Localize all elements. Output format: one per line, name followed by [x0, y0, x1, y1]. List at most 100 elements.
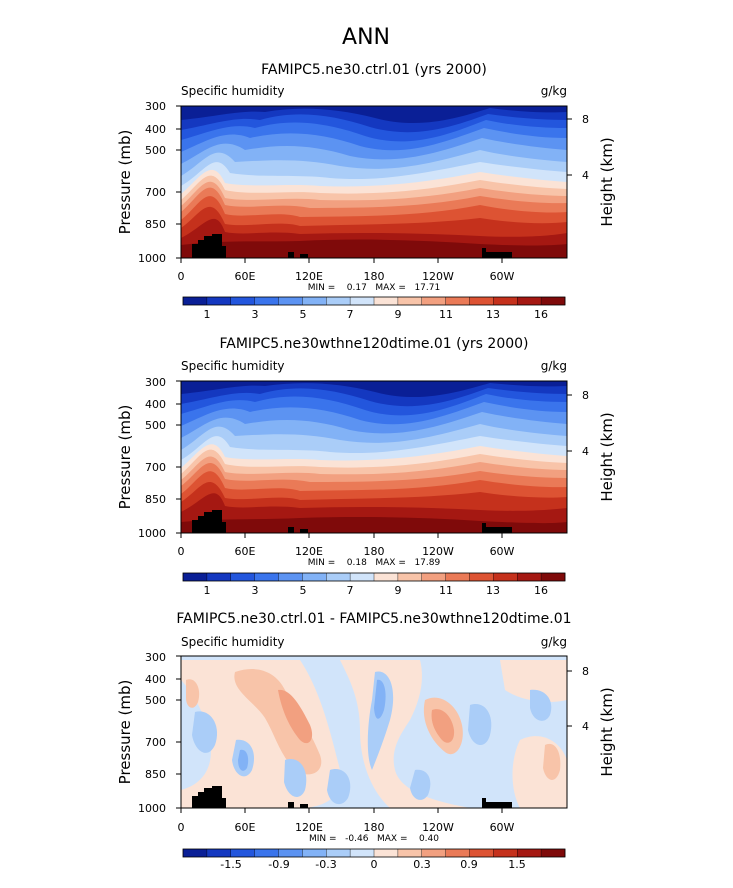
colorbar-label: 16	[534, 584, 548, 597]
colorbar-swatch	[326, 297, 351, 305]
colorbar-swatch	[278, 573, 303, 581]
colorbar-swatch	[493, 297, 518, 305]
x-tick-label: 0	[178, 821, 185, 834]
colorbar-swatch	[302, 297, 327, 305]
panel-3-negative-anomaly	[367, 671, 394, 770]
colorbar-swatch	[350, 849, 375, 857]
panel-3-colorbar	[182, 848, 566, 858]
panel-3-positive-anomaly	[278, 689, 313, 744]
colorbar-frame	[182, 296, 566, 306]
colorbar-label: 7	[347, 308, 354, 321]
panel-2-terrain	[192, 510, 512, 533]
panel-2-stats: MIN = 0.18 MAX = 17.89	[308, 558, 441, 568]
y2-tick-label: 8	[582, 113, 589, 126]
x-tick-label: 120W	[422, 821, 454, 834]
x-tick-label: 180	[364, 545, 385, 558]
colorbar-label: 16	[534, 308, 548, 321]
panel-1-colorbar	[182, 296, 566, 306]
panel-1-colorbar-labels: 1 3 5 7 9 11 13 16	[204, 308, 549, 321]
colorbar-label: 0.3	[413, 858, 431, 871]
colorbar-swatch	[421, 297, 446, 305]
colorbar-swatch	[397, 849, 423, 857]
colorbar-swatch	[445, 573, 470, 581]
y2-axis-label: Height (km)	[598, 412, 616, 501]
colorbar-swatch	[206, 297, 232, 305]
colorbar-swatch	[183, 573, 208, 581]
panel-3-positive-anomaly	[234, 669, 322, 775]
y-tick-label: 400	[145, 673, 166, 686]
y-tick-label: 300	[145, 376, 166, 389]
y2-axis-label: Height (km)	[598, 137, 616, 226]
panel-3-negative-anomaly	[410, 769, 431, 800]
panel-2: FAMIPC5.ne30wthne120dtime.01 (yrs 2000) …	[116, 336, 616, 597]
panel-2-band	[181, 381, 567, 398]
panel-3-title: FAMIPC5.ne30.ctrl.01 - FAMIPC5.ne30wthne…	[176, 611, 571, 627]
panel-3-positive-anomaly	[186, 679, 200, 708]
x-tick-label: 120E	[295, 270, 323, 283]
colorbar-label: 0	[371, 858, 378, 871]
colorbar-swatch	[206, 849, 232, 857]
panel-2-colorbar-labels: 1 3 5 7 9 11 13 16	[204, 584, 549, 597]
x-tick-label: 0	[178, 545, 185, 558]
x-tick-label: 60E	[235, 821, 256, 834]
colorbar-swatch	[254, 573, 279, 581]
panel-1-x-axis: 0 60E 120E 180 120W 60W	[178, 258, 515, 283]
colorbar-swatch	[541, 849, 566, 857]
y-tick-label: 850	[145, 768, 166, 781]
colorbar-label: 1.5	[508, 858, 526, 871]
panel-1-stats: MIN = 0.17 MAX = 17.71	[308, 283, 440, 293]
colorbar-swatch	[206, 573, 232, 581]
y-tick-label: 850	[145, 493, 166, 506]
x-tick-label: 120E	[295, 821, 323, 834]
colorbar-label: 11	[439, 308, 453, 321]
panel-1-title: FAMIPC5.ne30.ctrl.01 (yrs 2000)	[261, 62, 487, 78]
y-tick-label: 700	[145, 461, 166, 474]
colorbar-swatch	[374, 849, 399, 857]
colorbar-swatch	[421, 573, 446, 581]
panel-2-y-axis: 300 400 500 700 850 1000 Pressure (mb)	[116, 376, 181, 540]
colorbar-label: 13	[486, 308, 500, 321]
colorbar-swatch	[350, 297, 375, 305]
y2-tick-label: 8	[582, 665, 589, 678]
colorbar-swatch	[374, 297, 399, 305]
colorbar-swatch	[469, 297, 494, 305]
y-tick-label: 700	[145, 186, 166, 199]
panel-3-x-axis: 0 60E 120E 180 120W 60W	[178, 808, 515, 834]
colorbar-label: 9	[395, 308, 402, 321]
colorbar-swatch	[278, 297, 303, 305]
panel-3-negative-anomaly	[327, 769, 351, 805]
colorbar-label: 3	[252, 584, 259, 597]
panel-3-positive-anomaly	[431, 709, 455, 743]
colorbar-label: 9	[395, 584, 402, 597]
y-tick-label: 500	[145, 694, 166, 707]
colorbar-swatch	[397, 297, 423, 305]
y-tick-label: 500	[145, 144, 166, 157]
panel-3-positive-anomaly	[543, 743, 561, 780]
colorbar-label: 0.9	[460, 858, 478, 871]
x-tick-label: 180	[364, 821, 385, 834]
y2-tick-label: 4	[582, 720, 589, 733]
y-tick-label: 500	[145, 419, 166, 432]
panel-3-stats: MIN = -0.46 MAX = 0.40	[309, 834, 439, 844]
colorbar-label: 11	[439, 584, 453, 597]
panel-2-colorbar	[182, 572, 566, 582]
panel-3-negative-anomaly	[468, 704, 492, 746]
colorbar-swatch	[493, 849, 518, 857]
colorbar-swatch	[493, 573, 518, 581]
panel-3: FAMIPC5.ne30.ctrl.01 - FAMIPC5.ne30wthne…	[116, 611, 616, 871]
y-axis-label: Pressure (mb)	[116, 405, 134, 510]
colorbar-label: -0.3	[315, 858, 336, 871]
y-tick-label: 300	[145, 651, 166, 664]
panel-3-negative-anomaly	[374, 679, 386, 719]
panel-2-x-axis: 0 60E 120E 180 120W 60W	[178, 533, 515, 558]
colorbar-swatch	[326, 573, 351, 581]
colorbar-swatch	[183, 849, 208, 857]
colorbar-swatch	[350, 573, 375, 581]
panel-1-y-axis: 300 400 500 700 850 1000 Pressure (mb)	[116, 100, 181, 265]
panel-3-negative-anomaly	[192, 711, 218, 753]
x-tick-label: 180	[364, 270, 385, 283]
panel-3-y2-axis: 8 4 Height (km)	[567, 665, 616, 777]
colorbar-frame	[182, 848, 566, 858]
colorbar-swatch	[541, 297, 566, 305]
